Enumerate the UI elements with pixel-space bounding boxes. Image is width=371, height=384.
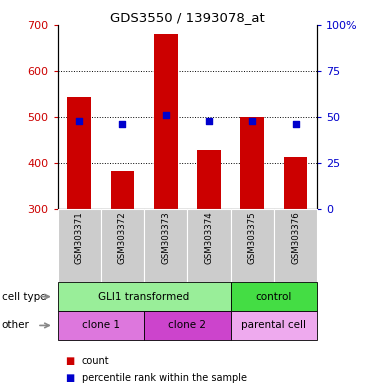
Text: GSM303373: GSM303373 <box>161 212 170 264</box>
Bar <box>240 117 264 209</box>
Text: cell type: cell type <box>2 291 46 302</box>
Point <box>249 118 255 124</box>
Text: GLI1 transformed: GLI1 transformed <box>98 291 190 302</box>
Text: GSM303374: GSM303374 <box>204 212 213 264</box>
Point <box>163 112 169 118</box>
Bar <box>197 150 221 209</box>
Text: clone 1: clone 1 <box>82 320 120 331</box>
Bar <box>58 282 231 311</box>
Bar <box>101 209 144 282</box>
Text: percentile rank within the sample: percentile rank within the sample <box>82 373 247 383</box>
Bar <box>58 311 144 340</box>
Bar <box>274 209 317 282</box>
Text: ■: ■ <box>65 373 74 383</box>
Bar <box>144 209 187 282</box>
Bar <box>231 282 317 311</box>
Bar <box>144 311 231 340</box>
Text: parental cell: parental cell <box>242 320 306 331</box>
Point <box>293 121 299 127</box>
Text: GSM303371: GSM303371 <box>75 212 83 264</box>
Bar <box>67 97 91 209</box>
Text: count: count <box>82 356 109 366</box>
Point <box>76 118 82 124</box>
Bar <box>231 311 317 340</box>
Point <box>206 118 212 124</box>
Point <box>119 121 125 127</box>
Bar <box>58 209 101 282</box>
Text: GSM303372: GSM303372 <box>118 212 127 264</box>
Title: GDS3550 / 1393078_at: GDS3550 / 1393078_at <box>110 11 265 24</box>
Bar <box>284 157 308 209</box>
Text: GSM303376: GSM303376 <box>291 212 300 264</box>
Bar <box>187 209 231 282</box>
Text: control: control <box>256 291 292 302</box>
Text: ■: ■ <box>65 356 74 366</box>
Text: clone 2: clone 2 <box>168 320 206 331</box>
Text: other: other <box>2 320 30 331</box>
Text: GSM303375: GSM303375 <box>248 212 257 264</box>
Bar <box>111 171 134 209</box>
Bar <box>154 34 178 209</box>
Bar <box>231 209 274 282</box>
